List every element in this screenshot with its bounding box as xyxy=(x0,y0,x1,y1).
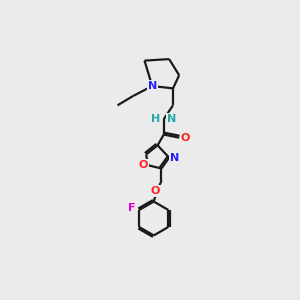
Text: N: N xyxy=(170,153,179,163)
Text: O: O xyxy=(138,160,148,170)
Text: O: O xyxy=(151,186,160,196)
Text: F: F xyxy=(128,203,135,214)
Text: N: N xyxy=(167,114,176,124)
Text: H: H xyxy=(152,114,161,124)
Text: O: O xyxy=(181,133,190,142)
Text: N: N xyxy=(148,81,157,91)
